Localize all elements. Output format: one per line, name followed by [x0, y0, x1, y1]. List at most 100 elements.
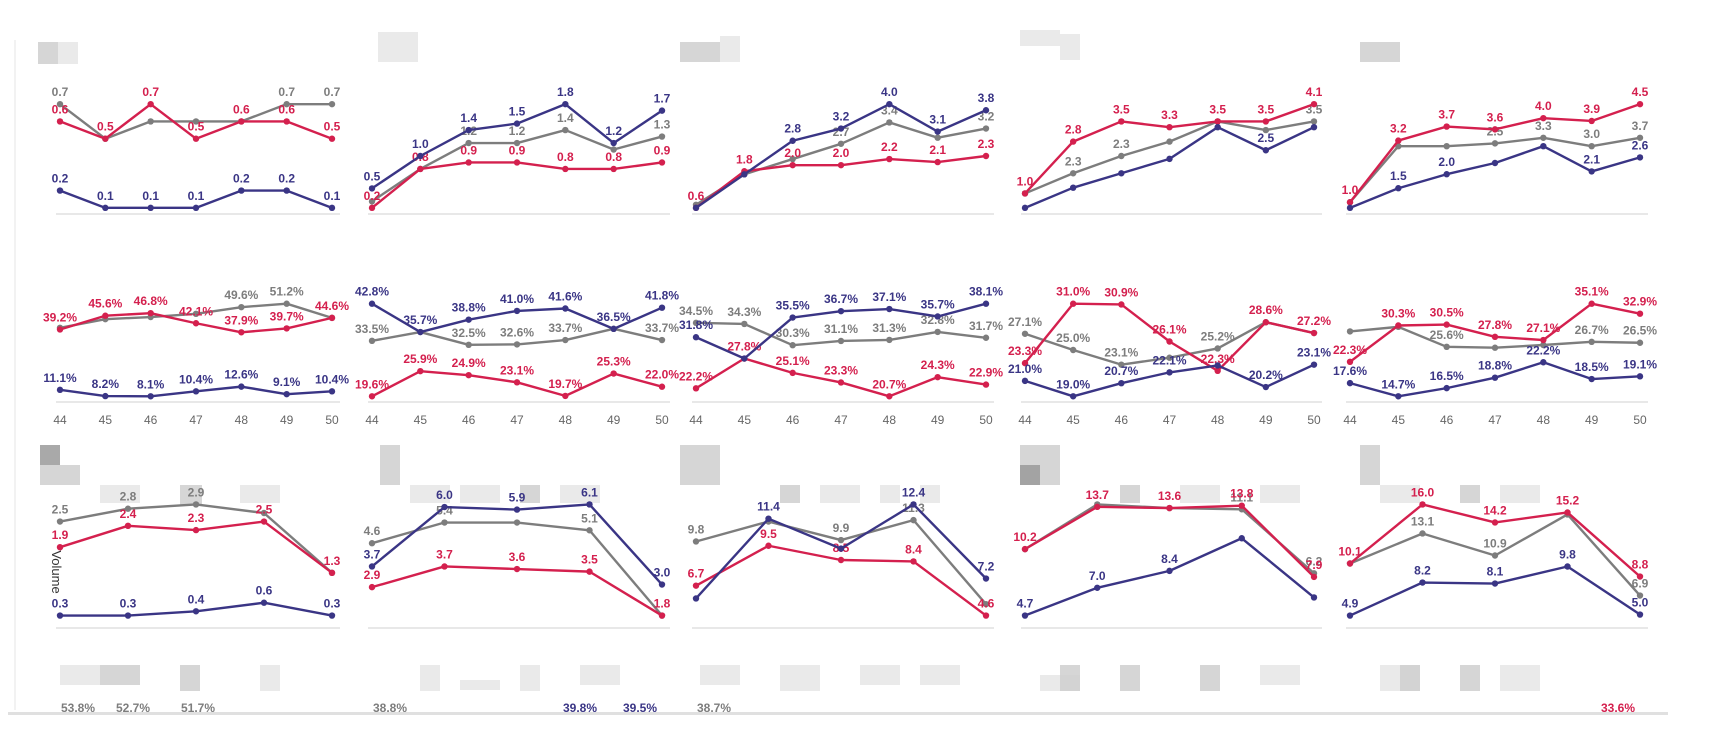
data-point-navy	[1395, 393, 1402, 400]
data-label-gray: 34.5%	[679, 304, 713, 318]
data-label-crimson: 20.7%	[872, 377, 906, 391]
data-label-gray: 3.7	[1632, 119, 1649, 133]
data-label-navy: 41.8%	[645, 289, 679, 303]
data-point-gray	[1166, 138, 1173, 145]
data-label-navy: 7.2	[978, 560, 995, 574]
x-tick-label: 48	[235, 413, 249, 427]
data-point-crimson	[610, 165, 617, 173]
data-point-navy	[1395, 185, 1402, 192]
data-point-gray	[192, 118, 200, 125]
data-label-gray: 31.1%	[824, 322, 858, 336]
data-point-crimson	[1214, 118, 1221, 125]
data-point-crimson	[328, 569, 336, 577]
data-point-navy	[102, 392, 109, 400]
data-label-navy: 0.2	[52, 172, 69, 186]
data-label-crimson: 35.1%	[1575, 285, 1609, 299]
data-label-crimson: 37.9%	[224, 313, 258, 327]
data-label-navy: 11.1%	[43, 371, 77, 385]
data-label-crimson: 19.6%	[355, 377, 389, 391]
data-point-gray	[1118, 152, 1125, 160]
blurred-placeholder	[1460, 665, 1480, 691]
data-label-crimson: 44.6%	[315, 299, 349, 313]
data-point-navy	[1491, 580, 1499, 587]
blurred-placeholder	[1400, 665, 1420, 691]
data-label-crimson: 4.0	[1535, 99, 1552, 113]
data-point-crimson	[465, 159, 472, 166]
data-label-crimson: 30.3%	[1381, 306, 1415, 320]
data-point-navy	[417, 328, 424, 336]
blurred-placeholder	[1360, 42, 1400, 62]
data-point-crimson	[56, 326, 64, 333]
blurred-placeholder	[40, 445, 60, 465]
data-label-crimson: 0.9	[460, 143, 477, 157]
partial-data-label: 51.7%	[181, 701, 215, 715]
data-label-crimson: 7.9	[1306, 558, 1323, 572]
data-point-navy	[934, 128, 941, 135]
data-point-navy	[658, 107, 666, 114]
blurred-placeholder	[1020, 30, 1060, 46]
data-point-crimson	[283, 118, 290, 125]
data-label-crimson: 27.2%	[1297, 314, 1331, 328]
data-label-gray: 34.3%	[727, 305, 761, 319]
data-point-crimson	[1021, 359, 1029, 367]
data-label-crimson: 45.6%	[88, 297, 122, 311]
data-point-gray	[910, 516, 917, 524]
blurred-placeholder	[460, 680, 500, 690]
data-point-crimson	[692, 385, 700, 392]
data-label-crimson: 8.8	[1632, 558, 1649, 572]
data-label-gray: 5.1	[581, 511, 598, 525]
data-label-navy: 42.8%	[355, 285, 389, 299]
chart-panel-r2-c3: 11.1 6.2 10.2 13.7 13.6 13.8 7.9 4.7 7.0 8.4	[1013, 487, 1323, 629]
data-point-crimson	[562, 392, 569, 400]
data-point-gray	[658, 336, 666, 344]
data-point-navy	[1346, 379, 1354, 387]
data-label-navy: 0.1	[142, 189, 159, 203]
data-point-crimson	[147, 100, 154, 108]
data-label-navy: 4.9	[1342, 597, 1359, 611]
blurred-placeholder	[460, 485, 500, 503]
x-tick-label: 50	[979, 413, 993, 427]
data-point-crimson	[934, 158, 941, 166]
data-label-navy: 5.0	[1632, 596, 1649, 610]
chart-panel-r0-c3: 2.32.33.51.02.83.5 3.3 3.5 3.54.12.5	[1017, 85, 1323, 215]
x-tick-label: 45	[1066, 413, 1080, 427]
data-label-gray: 4.6	[364, 524, 381, 538]
data-label-navy: 8.2%	[92, 377, 120, 391]
data-label-crimson: 46.8%	[134, 294, 168, 308]
data-label-crimson: 23.1%	[500, 363, 534, 377]
data-label-gray: 2.3	[1065, 154, 1082, 168]
data-label-crimson: 25.1%	[776, 354, 810, 368]
data-point-navy	[1310, 594, 1318, 601]
chart-panel-r1-c4: 25.6% 26.7% 26.5% 22.3% 30.3% 30.5% 27.8% 27.1%…	[1333, 285, 1657, 427]
data-label-gray: 26.7%	[1575, 323, 1609, 337]
data-label-crimson: 0.7	[142, 85, 159, 99]
data-label-gray: 2.8	[120, 490, 137, 504]
chart-panel-r1-c0: 49.6% 51.2% 39.2% 45.6% 46.8% 42.1% 37.9% 39.7%…	[43, 285, 349, 427]
blurred-placeholder	[700, 665, 740, 685]
data-point-crimson	[1094, 503, 1101, 511]
data-point-crimson	[586, 568, 593, 575]
data-label-gray: 33.7%	[645, 321, 679, 335]
data-label-gray: 30.3%	[776, 326, 810, 340]
data-label-crimson: 2.4	[120, 507, 137, 521]
series-line-navy	[371, 503, 663, 586]
data-point-navy	[789, 314, 796, 321]
x-tick-label: 47	[189, 413, 203, 427]
blurred-placeholder	[180, 665, 200, 691]
data-point-navy	[1069, 184, 1077, 191]
data-point-navy	[1214, 362, 1221, 369]
data-label-crimson: 0.6	[52, 102, 69, 116]
data-point-navy	[368, 563, 376, 570]
data-label-navy: 9.8	[1559, 548, 1576, 562]
data-label-crimson: 1.3	[324, 554, 341, 568]
data-label-gray: 31.7%	[969, 319, 1003, 333]
chart-panel-r2-c2: 9.89.911.36.79.58.58.44.611.412.47.2	[688, 485, 995, 629]
data-point-navy	[260, 599, 268, 606]
data-label-gray: 0.7	[278, 85, 295, 99]
data-point-crimson	[1491, 126, 1499, 133]
data-point-crimson	[886, 393, 893, 400]
data-point-navy	[465, 316, 472, 323]
x-tick-label: 47	[834, 413, 848, 427]
data-label-crimson: 22.0%	[645, 368, 679, 382]
partial-data-label: 53.8%	[61, 701, 95, 715]
